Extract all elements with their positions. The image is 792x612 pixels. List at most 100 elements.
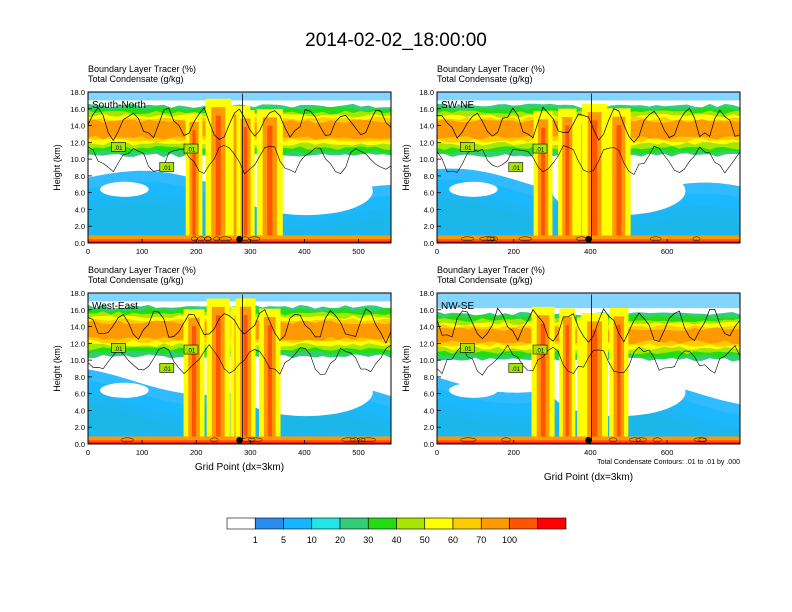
caption-tracer: Boundary Layer Tracer (%) [88,64,196,74]
contour-label-box [459,343,475,353]
updraft-core [592,120,598,243]
condensate-contour [460,437,477,443]
condensate-contour [437,145,740,175]
updraft-core [565,125,570,243]
caption-tracer: Boundary Layer Tracer (%) [437,265,545,275]
contour-footnote: Total Condensate Contours: .01 to .01 by… [597,459,740,466]
x-tick-label: 100 [136,448,149,457]
y-tick-label: 14.0 [70,323,85,332]
y-tick-label: 0.0 [424,440,434,449]
colorbar-label: 50 [420,535,430,545]
x-tick-label: 0 [86,448,90,457]
y-tick-label: 4.0 [424,205,434,214]
plot-area: .01 .01 .01 [88,92,391,243]
colorbar-label: 60 [448,535,458,545]
y-tick-label: 6.0 [75,189,85,198]
x-axis-label: Grid Point (dx=3km) [195,462,284,473]
x-tick-label: 500 [352,448,365,457]
y-tick-label: 6.0 [424,189,434,198]
x-tick-label: 400 [298,247,311,256]
x-tick-label: 100 [136,247,149,256]
clear-region [449,382,498,398]
x-tick-label: 200 [507,247,520,256]
condensate-contour [247,437,263,443]
y-tick-label: 2.0 [75,423,85,432]
updraft-core [243,126,248,243]
plot-frame [436,292,741,445]
updraft-core [616,125,622,243]
x-tick-label: 200 [190,247,203,256]
y-tick-label: 16.0 [419,105,434,114]
updraft-core [565,325,569,444]
y-tick-label: 0.0 [75,239,85,248]
upper-band [88,92,391,101]
colorbar-label: 100 [502,535,517,545]
y-tick-label: 16.0 [70,105,85,114]
figure-title: 2014-02-02_18:00:00 [305,30,487,51]
y-tick-label: 10.0 [419,356,434,365]
condensate-contour [356,437,366,443]
condensate-contour [204,236,211,242]
y-axis-label: Height (km) [401,345,411,392]
contour-label-box [159,363,175,373]
y-tick-label: 14.0 [419,323,434,332]
storm-marker [236,236,243,243]
y-tick-label: 6.0 [75,390,85,399]
condensate-contour [649,236,662,242]
caption-condensate: Total Condensate (g/kg) [437,74,533,84]
condensate-contour [210,437,219,443]
colorbar-box [480,517,510,530]
contour-label-box [183,143,199,154]
y-axis-label: Height (km) [401,144,411,191]
colorbar-box [452,517,482,530]
contour-label: .01 [463,146,472,152]
condensate-contour [350,437,360,443]
condensate-contour [88,106,391,142]
colorbar: 1 5 10 20 30 40 50 60 70 100 [226,517,567,545]
colorbar-box [226,517,256,530]
colorbar-box [283,517,313,530]
contour-label-box [508,162,524,172]
x-tick-label: 400 [584,247,597,256]
y-tick-label: 8.0 [75,172,85,181]
x-tick-label: 0 [86,247,90,256]
y-tick-label: 12.0 [419,339,434,348]
contour-label: .01 [463,347,472,353]
panel-south-north: .01 .01 .01 South-North Boundary Layer Trace… [52,64,392,256]
colorbar-label: 30 [363,535,373,545]
upper-band [88,293,391,302]
colorbar-box [254,517,284,530]
colorbar-box [311,517,341,530]
colorbar-box [367,517,397,530]
contour-label: .01 [114,146,123,152]
clear-region [100,382,149,398]
colorbar-label: 20 [335,535,345,545]
plot-frame [87,91,392,244]
upper-band [437,293,740,309]
condensate-contour [190,236,198,242]
caption-tracer: Boundary Layer Tracer (%) [437,64,545,74]
contour-label-box [159,162,175,172]
y-tick-label: 18.0 [70,289,85,298]
updraft-core [267,125,273,243]
contour-label-box [459,142,475,152]
condensate-contour [460,236,475,242]
y-tick-label: 4.0 [75,406,85,415]
colorbar-box [509,517,539,530]
y-tick-label: 18.0 [419,88,434,97]
updraft-core [243,315,248,444]
contour-label: .01 [163,166,172,172]
y-tick-label: 8.0 [75,373,85,382]
contour-label: .01 [114,347,123,353]
y-tick-label: 18.0 [419,289,434,298]
y-tick-label: 16.0 [419,306,434,315]
y-tick-label: 8.0 [424,373,434,382]
y-tick-label: 4.0 [424,406,434,415]
colorbar-label: 10 [307,535,317,545]
x-tick-label: 200 [507,448,520,457]
x-tick-label: 400 [298,448,311,457]
x-tick-label: 400 [584,448,597,457]
updraft-core [215,115,221,243]
x-axis-label: Grid Point (dx=3km) [544,472,633,483]
condensate-contour [692,236,701,242]
